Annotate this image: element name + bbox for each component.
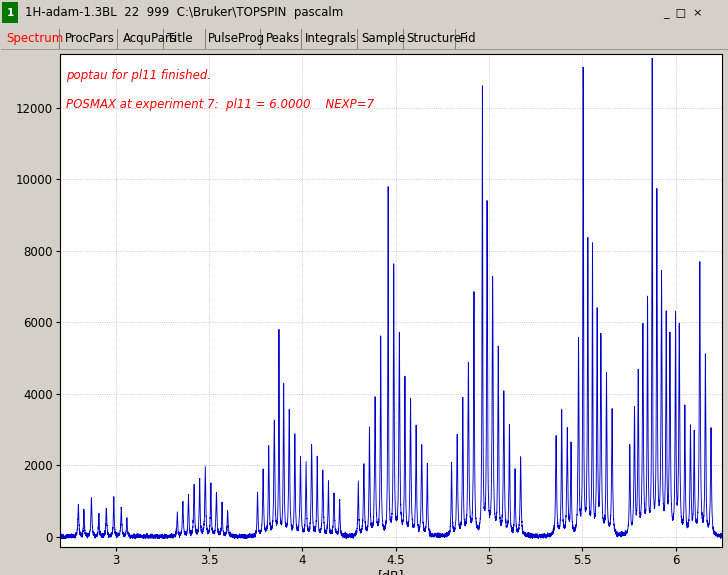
Text: poptau for pl11 finished.: poptau for pl11 finished. [66, 69, 211, 82]
Text: Integrals: Integrals [305, 32, 357, 44]
X-axis label: [dB]: [dB] [378, 569, 404, 575]
Text: Structure: Structure [406, 32, 462, 44]
Text: Fid: Fid [460, 32, 477, 44]
Text: POSMAX at experiment 7:  pl11 = 6.0000    NEXP=7: POSMAX at experiment 7: pl11 = 6.0000 NE… [66, 98, 374, 112]
FancyBboxPatch shape [2, 2, 18, 23]
Text: AcquPars: AcquPars [123, 32, 177, 44]
Text: 1H-adam-1.3BL  22  999  C:\Bruker\TOPSPIN  pascalm: 1H-adam-1.3BL 22 999 C:\Bruker\TOPSPIN p… [25, 6, 344, 19]
Text: Sample: Sample [362, 32, 405, 44]
Text: PulseProg: PulseProg [208, 32, 265, 44]
Text: 1: 1 [7, 7, 14, 18]
Text: _  □  ×: _ □ × [663, 7, 703, 18]
Text: Peaks: Peaks [266, 32, 301, 44]
Text: Spectrum: Spectrum [7, 32, 64, 44]
Text: ProcPars: ProcPars [65, 32, 114, 44]
Text: Title: Title [167, 32, 192, 44]
